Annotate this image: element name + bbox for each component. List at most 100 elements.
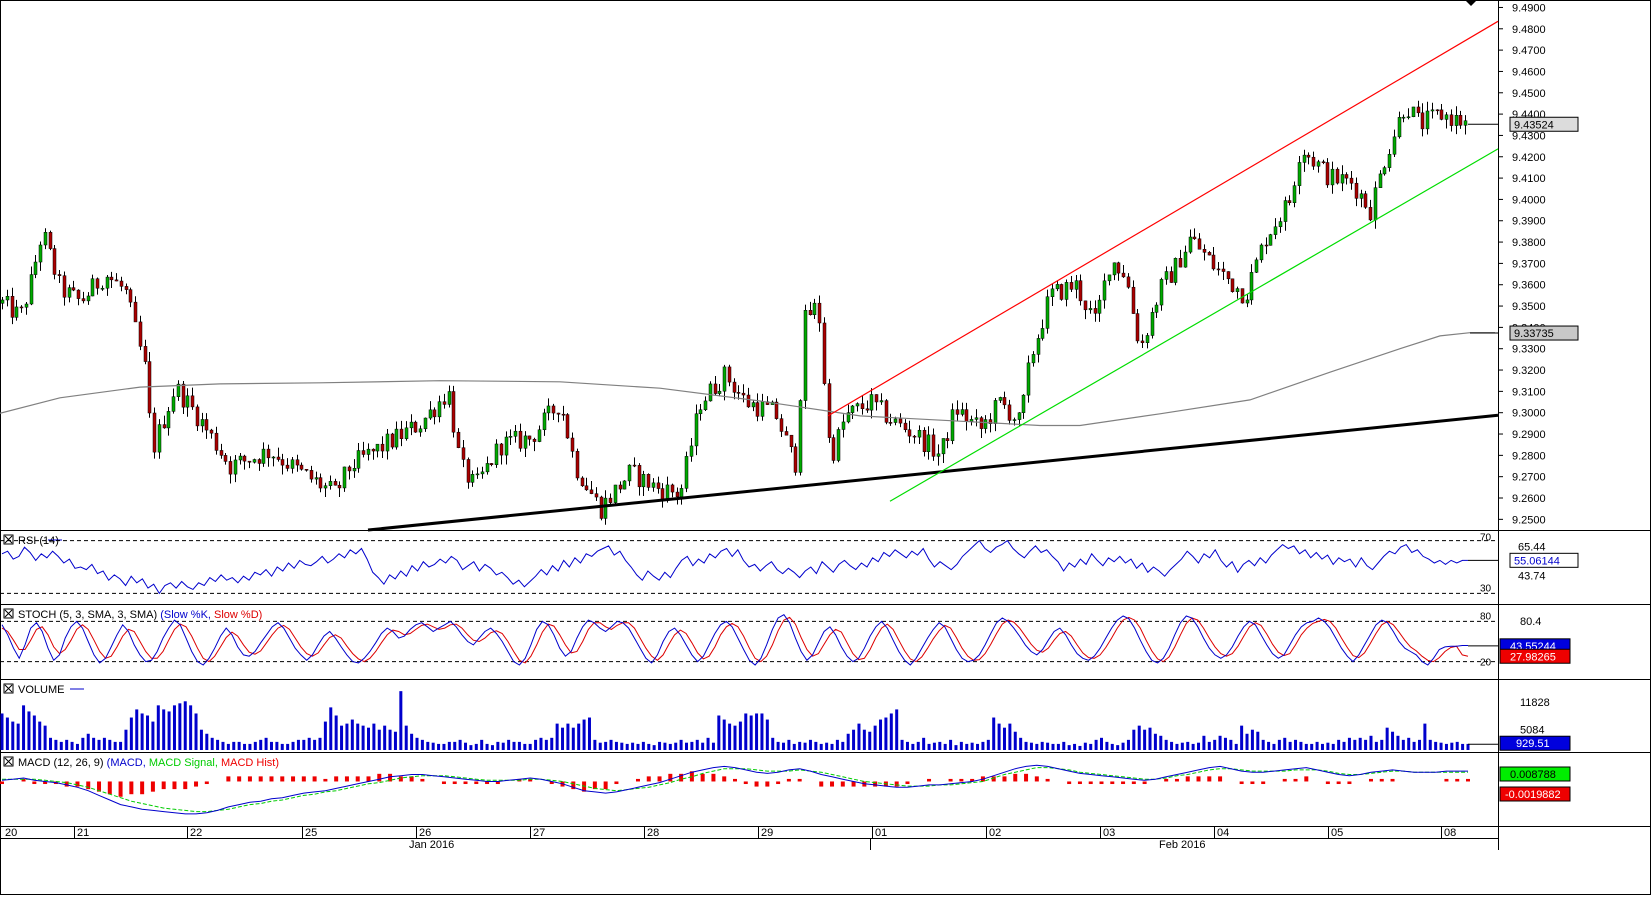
volume-bar bbox=[1218, 735, 1222, 750]
volume-bar bbox=[431, 742, 435, 750]
volume-bar bbox=[1283, 737, 1287, 750]
candle-bull bbox=[665, 484, 670, 500]
candle-bull bbox=[689, 445, 694, 457]
volume-bar bbox=[970, 742, 974, 750]
volume-bar bbox=[334, 715, 338, 750]
volume-bar bbox=[1207, 741, 1211, 750]
volume-bar bbox=[474, 743, 478, 750]
macd-hist-bar bbox=[258, 776, 263, 782]
candle-bull bbox=[717, 390, 722, 394]
volume-bar bbox=[981, 741, 985, 750]
candle-bull bbox=[352, 468, 357, 472]
volume-bar bbox=[146, 715, 150, 750]
candle-bear bbox=[741, 392, 746, 396]
volume-bar bbox=[480, 739, 484, 750]
volume-bar bbox=[1288, 741, 1292, 750]
candle-bull bbox=[812, 302, 817, 316]
candle-bear bbox=[884, 400, 889, 423]
price-tick-label: 9.3300 bbox=[1512, 344, 1546, 356]
candle-bear bbox=[589, 489, 594, 494]
candle-bear bbox=[1078, 280, 1083, 302]
macd-signal-label: -0.0019882 bbox=[1505, 789, 1561, 801]
candle-bull bbox=[342, 466, 347, 489]
candle-bear bbox=[774, 401, 779, 419]
macd-hist-bar bbox=[635, 778, 640, 782]
volume-bar bbox=[1320, 743, 1324, 750]
macd-hist-bar bbox=[1336, 781, 1341, 785]
volume-bar bbox=[997, 723, 1001, 750]
price-tick-label: 9.2900 bbox=[1512, 429, 1546, 441]
candle-bull bbox=[1107, 274, 1112, 282]
volume-bar bbox=[318, 737, 322, 750]
candle-bear bbox=[1083, 300, 1088, 311]
candle-bull bbox=[869, 394, 874, 411]
volume-bar bbox=[986, 739, 990, 750]
macd-hist-bar bbox=[323, 778, 328, 782]
volume-bar bbox=[388, 729, 392, 750]
macd-hist-bar bbox=[388, 773, 393, 782]
candle-bull bbox=[485, 463, 490, 473]
volume-bar bbox=[889, 713, 893, 750]
volume-bar bbox=[86, 733, 90, 750]
volume-bar bbox=[765, 719, 769, 750]
candle-bull bbox=[879, 400, 884, 403]
candle-bear bbox=[860, 403, 865, 410]
volume-bar bbox=[1056, 743, 1060, 750]
macd-hist-bar bbox=[1196, 776, 1201, 782]
candle-bull bbox=[290, 459, 295, 469]
stoch-k-line bbox=[1, 614, 1468, 666]
candle-bear bbox=[304, 469, 309, 471]
macd-hist-bar bbox=[959, 778, 964, 782]
volume-bar bbox=[900, 739, 904, 750]
volume-bar bbox=[38, 721, 42, 750]
volume-bar bbox=[534, 739, 538, 750]
candle-bear bbox=[181, 383, 186, 408]
volume-bar bbox=[269, 741, 273, 750]
candle-bull bbox=[1297, 162, 1302, 186]
volume-bar bbox=[744, 713, 748, 750]
volume-current-box bbox=[1499, 735, 1571, 751]
candle-bear bbox=[732, 381, 737, 393]
macd-hist-bar bbox=[485, 781, 490, 785]
date-tick-label: 04 bbox=[1217, 827, 1229, 839]
last-price-label: 9.43524 bbox=[1514, 119, 1554, 131]
macd-hist-bar bbox=[463, 781, 468, 785]
volume-bar bbox=[711, 742, 715, 750]
volume-bar bbox=[199, 729, 203, 750]
candle-bear bbox=[1131, 286, 1136, 314]
date-tick-label: 01 bbox=[875, 827, 887, 839]
volume-bar bbox=[1401, 739, 1405, 750]
volume-bar bbox=[598, 742, 602, 750]
candle-bull bbox=[1112, 262, 1117, 276]
candle-bull bbox=[1359, 193, 1364, 199]
candle-bull bbox=[185, 395, 190, 408]
macd-hist-bar bbox=[0, 781, 4, 785]
volume-bar bbox=[927, 743, 931, 750]
volume-bar bbox=[652, 745, 656, 750]
candle-bear bbox=[1321, 161, 1326, 163]
volume-bar bbox=[243, 743, 247, 750]
macd-hist-bar bbox=[172, 781, 177, 790]
macd-hist-bar bbox=[1131, 781, 1136, 785]
macd-hist-bar bbox=[1293, 778, 1298, 782]
trendline-1 bbox=[827, 20, 1499, 417]
candle-bear bbox=[1216, 268, 1221, 271]
volume-bar bbox=[1240, 725, 1244, 750]
volume-bar bbox=[1450, 742, 1454, 750]
volume-bar bbox=[577, 723, 581, 750]
volume-bar bbox=[167, 711, 171, 750]
date-tick-label: 08 bbox=[1444, 827, 1456, 839]
volume-bar bbox=[1126, 739, 1130, 750]
macd-hist-bar bbox=[733, 778, 737, 782]
stoch-tick-label: 80.4 bbox=[1520, 616, 1541, 628]
candle-bull bbox=[1074, 280, 1079, 290]
candle-bear bbox=[299, 464, 304, 470]
volume-bar bbox=[65, 739, 69, 750]
candle-bear bbox=[114, 279, 119, 282]
date-tick-label: 25 bbox=[305, 827, 317, 839]
candle-bear bbox=[632, 464, 637, 467]
candle-bull bbox=[641, 474, 646, 488]
candle-bear bbox=[874, 394, 879, 403]
volume-bar bbox=[905, 741, 909, 750]
